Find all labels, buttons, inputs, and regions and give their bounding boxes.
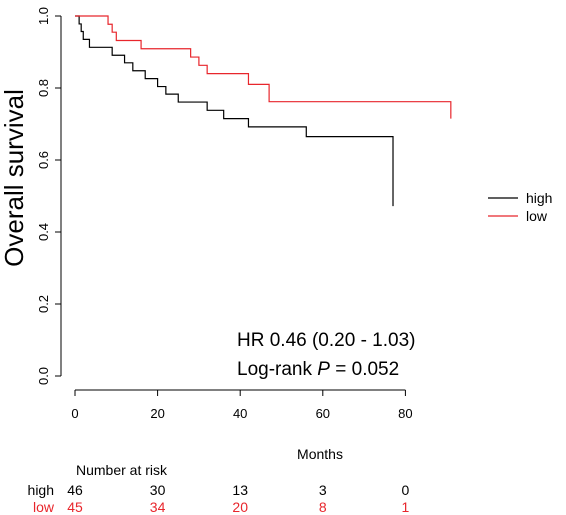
x-axis: 0 20 40 60 80 — [71, 389, 413, 421]
risk-count-high: 30 — [150, 482, 166, 498]
y-tick-label: 0.2 — [36, 295, 51, 313]
y-tick-label: 0.0 — [36, 367, 51, 385]
risk-row-label-low: low — [33, 499, 55, 515]
risk-count-high: 3 — [319, 482, 327, 498]
risk-count-high: 46 — [67, 482, 83, 498]
logrank-value: = 0.052 — [330, 359, 399, 380]
legend: high low — [488, 190, 552, 224]
y-tick-label: 0.6 — [36, 151, 51, 169]
survival-curve-high — [75, 15, 394, 207]
risk-count-low: 20 — [232, 499, 248, 515]
risk-row-label-high: high — [28, 482, 54, 498]
x-axis-label: Months — [297, 446, 343, 462]
risk-count-high: 13 — [232, 482, 248, 498]
y-tick-label: 0.8 — [36, 79, 51, 97]
logrank-p-symbol: P — [317, 359, 330, 380]
y-axis: 0.0 0.2 0.4 0.6 0.8 1.0 — [36, 7, 62, 385]
risk-count-low: 34 — [150, 499, 166, 515]
x-tick-label: 80 — [398, 406, 412, 421]
risk-table-title: Number at risk — [76, 462, 168, 478]
logrank-prefix: Log-rank — [237, 359, 317, 380]
risk-count-low: 45 — [67, 499, 83, 515]
risk-count-low: 1 — [402, 499, 410, 515]
y-tick-label: 0.4 — [36, 223, 51, 241]
x-tick-label: 0 — [71, 406, 78, 421]
risk-count-high: 0 — [402, 482, 410, 498]
y-axis-label: Overall survival — [0, 89, 29, 267]
x-tick-label: 40 — [233, 406, 247, 421]
legend-label-low: low — [526, 208, 548, 224]
y-tick-label: 1.0 — [36, 7, 51, 25]
x-tick-label: 60 — [316, 406, 330, 421]
logrank-annotation: Log-rank P = 0.052 — [237, 359, 399, 380]
hazard-ratio-annotation: HR 0.46 (0.20 - 1.03) — [237, 330, 415, 351]
legend-label-high: high — [526, 190, 552, 206]
risk-count-low: 8 — [319, 499, 327, 515]
survival-curve-low — [75, 15, 452, 119]
x-tick-label: 20 — [150, 406, 164, 421]
survival-curves — [75, 15, 452, 207]
